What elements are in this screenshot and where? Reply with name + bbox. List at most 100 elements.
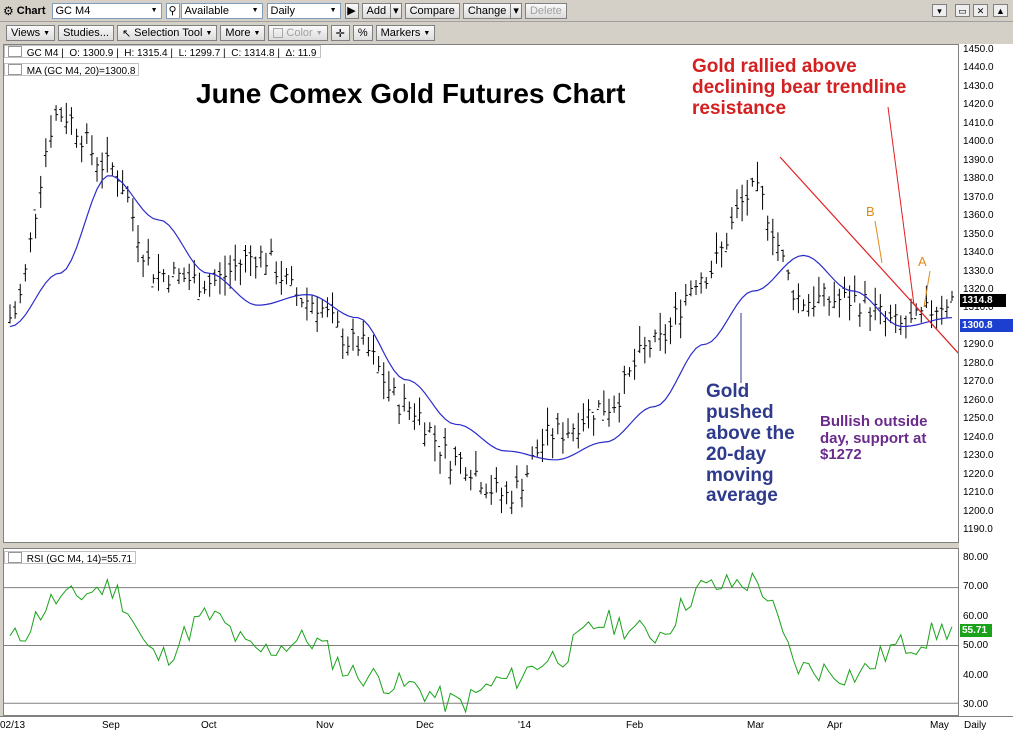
chevron-down-icon: ▼ [329, 7, 337, 14]
close-window-icon[interactable]: ✕ [973, 4, 988, 17]
ohlc-bar [678, 299, 683, 339]
rsi-legend-text: RSI (GC M4, 14)=55.71 [26, 554, 133, 565]
ohlc-bar [443, 428, 448, 459]
legend-close: C: 1314.8 [231, 48, 275, 59]
price-chart-pane[interactable]: GC M4 | O: 1300.9 | H: 1315.4 | L: 1299.… [3, 44, 959, 543]
ohlc-bar [898, 315, 903, 335]
more-menu[interactable]: More ▼ [220, 25, 266, 41]
ohlc-bar [427, 422, 432, 433]
price-tick-label: 1220.0 [963, 468, 994, 480]
ohlc-bar [489, 474, 494, 505]
selection-tool-menu[interactable]: ↖ Selection Tool ▼ [116, 25, 218, 41]
symbol-input[interactable]: GC M4 ▼ [51, 2, 162, 19]
ohlc-bar [263, 252, 268, 275]
legend-symbol: GC M4 [26, 48, 59, 59]
percent-button[interactable]: % [352, 25, 373, 41]
rsi-pane[interactable]: RSI (GC M4, 14)=55.71 [3, 548, 959, 716]
time-tick-label: Apr [827, 720, 843, 731]
ohlc-bar [550, 428, 555, 459]
price-tick-label: 1260.0 [963, 394, 994, 406]
color-menu[interactable]: Color ▼ [268, 25, 328, 41]
ohlc-bar [463, 467, 468, 481]
time-tick-label: '14 [518, 720, 532, 731]
compare-button[interactable]: Compare [404, 2, 460, 19]
ohlc-bar [586, 399, 591, 429]
price-tick-label: 1410.0 [963, 117, 994, 129]
ohlc-bar [458, 452, 463, 474]
ohlc-bar [760, 185, 765, 210]
ohlc-bar [233, 244, 238, 281]
price-chart-svg[interactable] [4, 45, 958, 542]
ohlc-bar [258, 245, 263, 268]
ohlc-bar [653, 329, 658, 343]
price-tick-label: 1330.0 [963, 265, 994, 277]
ohlc-bar [811, 286, 816, 317]
ohlc-bar [786, 269, 791, 281]
ohlc-bar [647, 340, 652, 358]
ohlc-bar [832, 281, 837, 309]
time-axis[interactable]: 02/13 Sep Oct Nov Dec '14 Feb Mar Apr May Daily [0, 716, 1013, 736]
next-arrow-button[interactable]: ▶ [344, 2, 359, 19]
dropdown-window-icon[interactable]: ▾ [932, 4, 947, 17]
chart-title: June Comex Gold Futures Chart [196, 78, 626, 109]
trendline-note-pointer [887, 106, 915, 306]
time-tick-label: Dec [416, 720, 434, 731]
ohlc-bar [560, 422, 565, 454]
rsi-tick-label: 40.00 [963, 669, 989, 681]
time-tick-label: Feb [626, 720, 644, 731]
ohlc-bar [166, 275, 171, 293]
ohlc-bar [161, 269, 166, 283]
price-tick-label: 1190.0 [963, 523, 993, 535]
chevron-down-icon: ▼ [43, 29, 51, 37]
ohlc-bar [566, 418, 571, 439]
rsi-chart-svg[interactable] [4, 549, 958, 715]
availability-select[interactable]: Available ▼ [180, 2, 263, 19]
period-select[interactable]: Daily ▼ [266, 2, 341, 19]
rsi-line [9, 571, 953, 714]
search-symbol-button[interactable]: ⚲ [165, 2, 180, 19]
ohlc-bar [709, 260, 714, 279]
ohlc-bar [13, 301, 18, 319]
ohlc-bar [909, 298, 914, 323]
price-axis[interactable]: 1450.0 1440.0 1430.0 1420.0 1410.0 1400.0 1390… [959, 44, 1013, 716]
ohlc-bar [130, 198, 135, 232]
ohlc-bar [402, 383, 407, 412]
time-tick-label: Nov [316, 720, 334, 731]
restore-window-icon[interactable]: ▭ [955, 4, 970, 17]
studies-button[interactable]: Studies... [58, 25, 114, 41]
crosshair-icon: ✛ [335, 27, 345, 40]
ohlc-bar [100, 152, 105, 189]
ohlc-bar [924, 285, 929, 308]
chevron-down-icon: ▼ [150, 7, 158, 14]
ohlc-bar [207, 273, 212, 297]
crosshair-button[interactable]: ✛ [330, 25, 350, 41]
ohlc-bar [479, 481, 483, 495]
price-tick-label: 1210.0 [963, 487, 994, 499]
ohlc-bar [627, 367, 632, 377]
legend-icon [8, 552, 22, 563]
ohlc-bar [438, 446, 443, 474]
views-menu[interactable]: Views ▼ [6, 25, 56, 41]
change-button[interactable]: Change [462, 2, 512, 19]
scroll-up-icon[interactable]: ▲ [993, 4, 1008, 17]
ohlc-bar [299, 297, 304, 308]
ohlc-bar [412, 403, 417, 430]
ohlc-bar [499, 487, 504, 514]
delete-button[interactable]: Delete [524, 2, 567, 19]
ohlc-bar [320, 299, 325, 318]
ohlc-bar [852, 275, 857, 303]
ohlc-bar [79, 135, 84, 163]
ohlc-bar [617, 392, 622, 423]
ohlc-bar [903, 315, 908, 339]
ohlc-bar [325, 297, 330, 318]
price-tick-label: 1230.0 [963, 450, 994, 462]
ohlc-bar [822, 283, 827, 307]
ohlc-bar [919, 306, 924, 323]
markers-menu[interactable]: Markers ▼ [375, 25, 436, 41]
add-dropdown-button[interactable]: ▾ [390, 2, 402, 19]
change-dropdown-button[interactable]: ▾ [510, 2, 522, 19]
ohlc-bar [775, 232, 780, 262]
add-button[interactable]: Add [361, 2, 392, 19]
ohlc-bar [223, 255, 228, 296]
ohlc-bar [212, 269, 217, 287]
